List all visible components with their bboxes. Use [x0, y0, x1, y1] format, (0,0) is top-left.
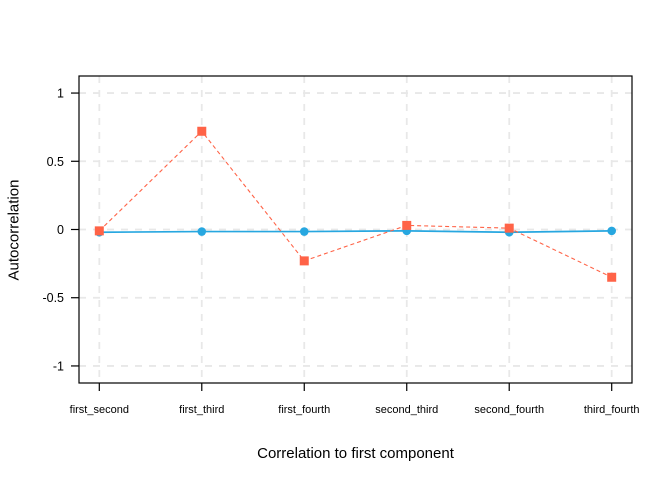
blue-solid-circles-marker: [299, 227, 309, 236]
x-tick-label: third_fourth: [584, 404, 640, 416]
red-dashed-squares-marker: [607, 272, 617, 282]
red-dashed-squares-marker: [197, 126, 207, 136]
blue-solid-circles-line: [99, 230, 612, 234]
y-tick-label: -0.5: [42, 291, 64, 305]
y-tick-label: 0: [57, 223, 64, 237]
red-dashed-squares-line: [98, 130, 612, 278]
x-tick-label: first_fourth: [278, 404, 330, 416]
red-dashed-squares-marker: [299, 256, 309, 266]
red-dashed-squares-marker: [94, 226, 104, 236]
blue-solid-circles-marker: [197, 227, 207, 236]
y-tick-label: 1: [57, 87, 64, 101]
plot-border: [78, 75, 633, 384]
blue-solid-circles-marker: [607, 226, 616, 236]
x-axis-label: Correlation to first component: [257, 445, 454, 462]
red-dashed-squares-marker: [504, 223, 514, 233]
x-tick-label: first_second: [70, 404, 129, 416]
x-tick-label: second_third: [375, 404, 438, 416]
x-tick-label: second_fourth: [474, 404, 544, 416]
red-dashed-squares-marker: [402, 220, 412, 230]
y-tick-label: -1: [53, 359, 64, 373]
x-tick-label: first_third: [179, 404, 224, 416]
y-tick-label: 0.5: [47, 155, 64, 169]
